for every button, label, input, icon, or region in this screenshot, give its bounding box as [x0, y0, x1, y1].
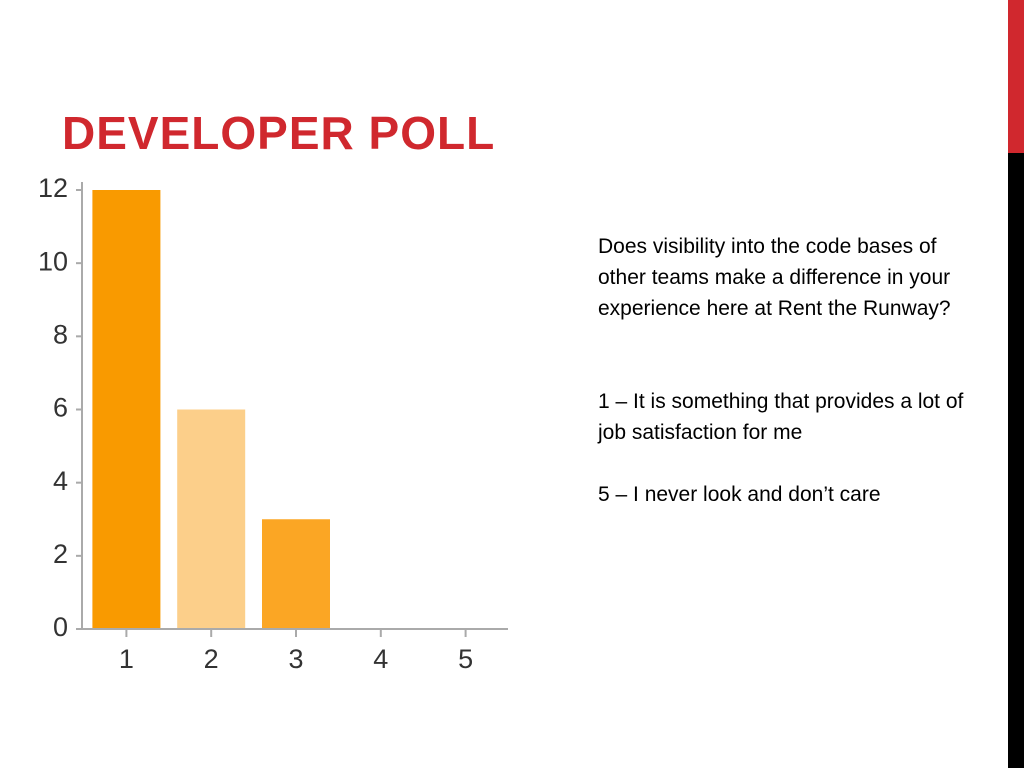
notes: Does visibility into the code bases of o… [598, 231, 968, 541]
y-tick-label: 8 [53, 319, 68, 349]
x-tick-label: 4 [373, 644, 388, 674]
x-tick-label: 1 [119, 644, 134, 674]
y-tick-label: 6 [53, 393, 68, 423]
scale-note: 1 – It is something that provides a lot … [598, 390, 964, 444]
y-tick-label: 10 [38, 246, 68, 276]
bar [92, 190, 161, 629]
y-tick-label: 12 [38, 173, 68, 203]
bar [177, 409, 246, 629]
x-tick-label: 3 [288, 644, 303, 674]
y-tick-label: 4 [53, 466, 68, 496]
bar [262, 519, 330, 629]
x-tick-label: 5 [458, 644, 473, 674]
side-accent [1008, 0, 1024, 153]
scale-note: 5 – I never look and don’t care [598, 483, 881, 506]
x-tick-label: 2 [204, 644, 219, 674]
question: Does visibility into the code bases of o… [598, 235, 951, 320]
slide-title: DEVELOPER POLL [62, 107, 496, 159]
side-bar [1008, 153, 1024, 768]
y-tick-label: 2 [53, 539, 68, 569]
y-tick-label: 0 [53, 612, 68, 642]
